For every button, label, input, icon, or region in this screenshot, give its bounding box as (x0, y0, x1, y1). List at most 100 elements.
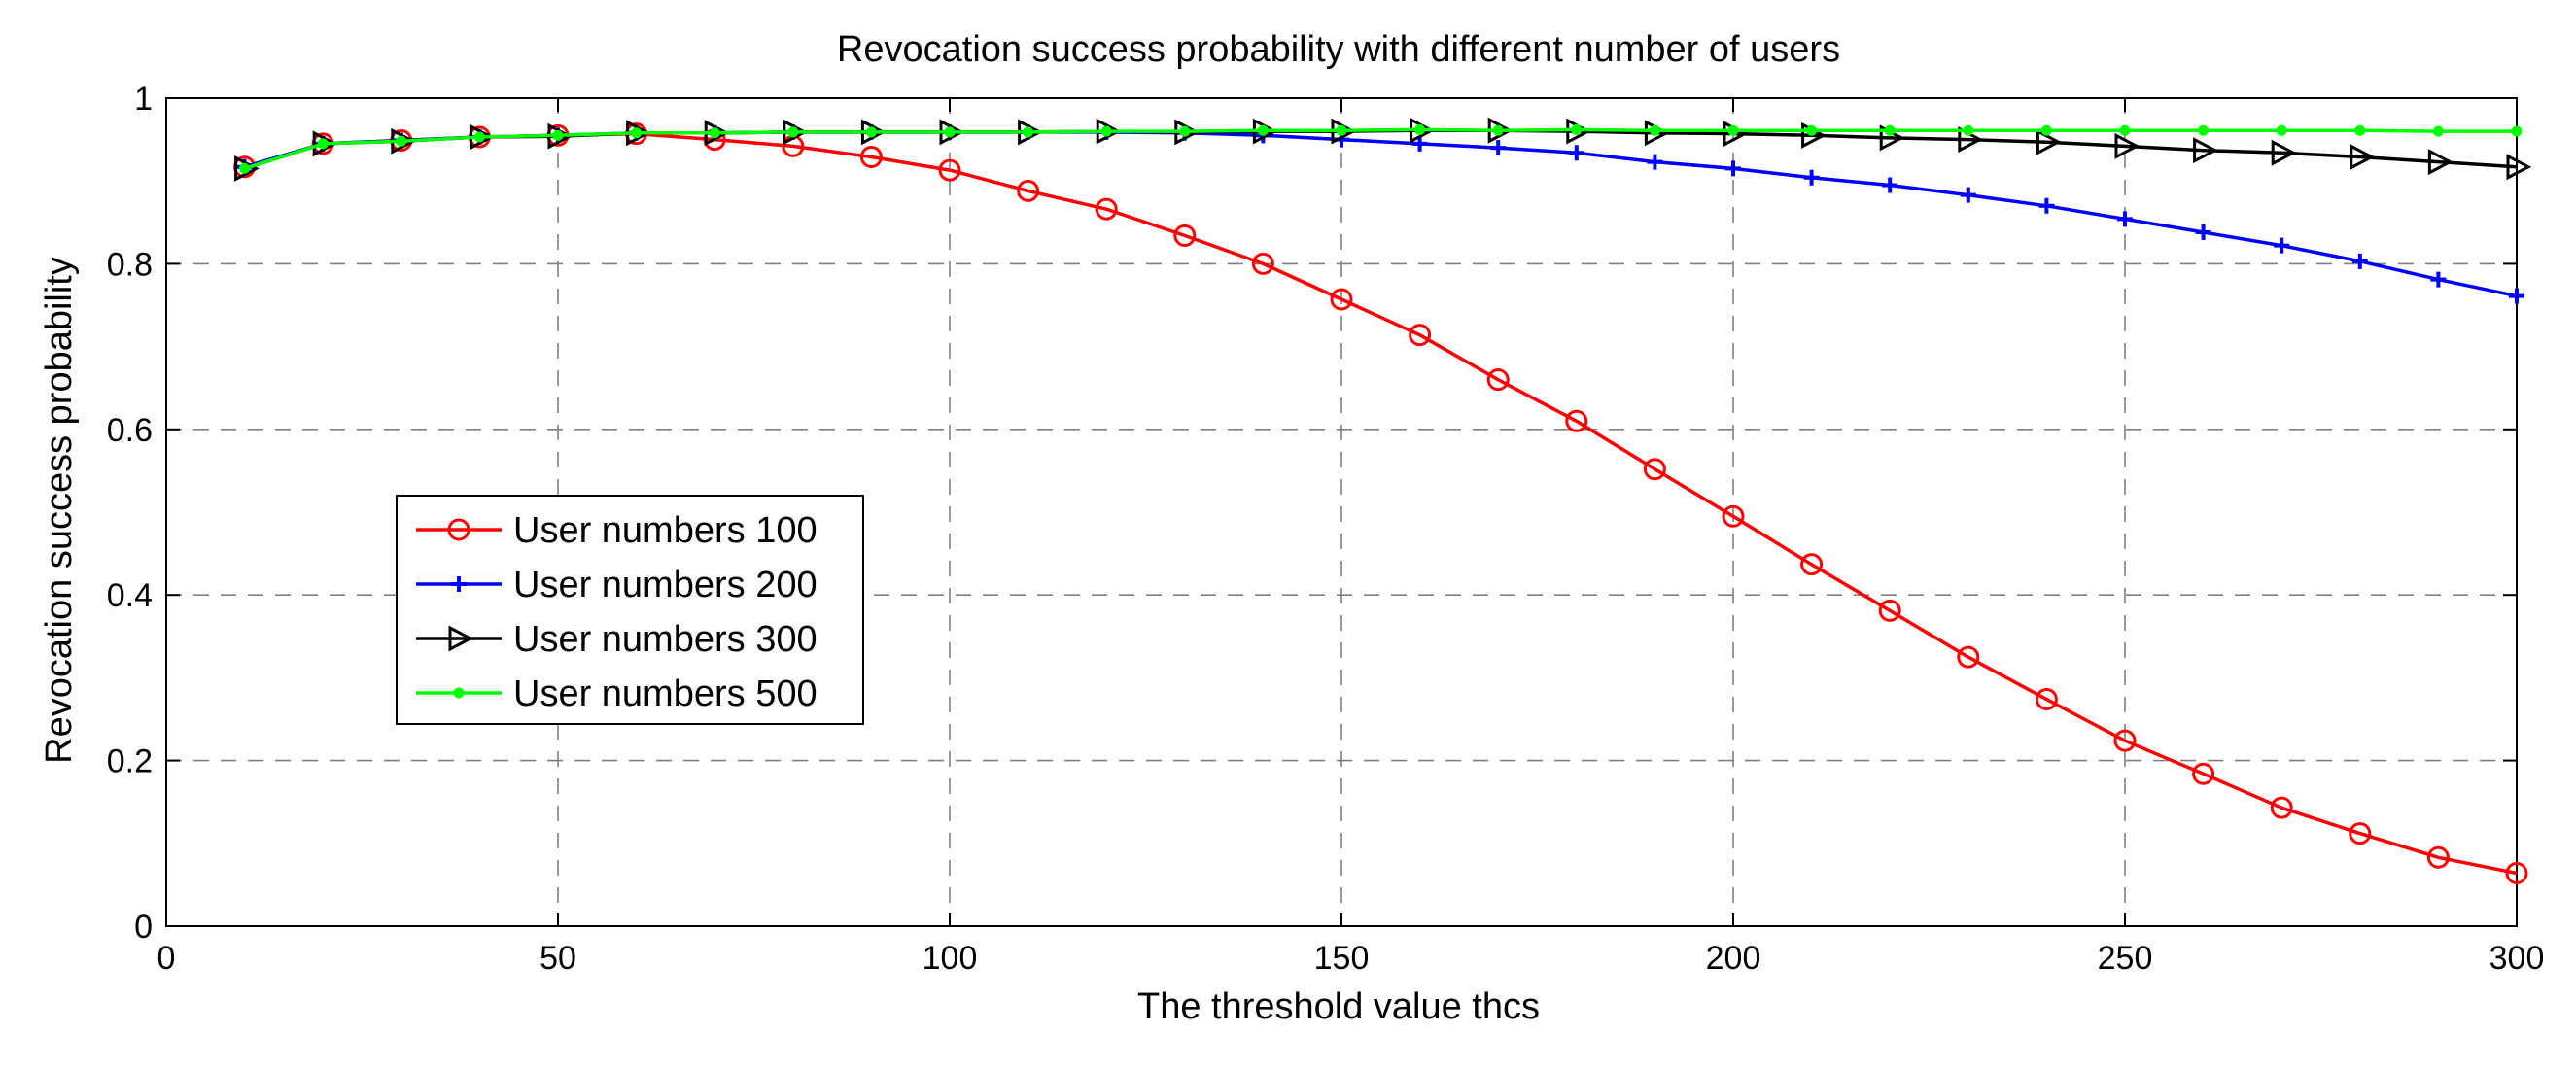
data-point (312, 130, 338, 157)
data-point (1257, 124, 1269, 136)
legend-label: User numbers 500 (513, 673, 818, 714)
data-point (1571, 123, 1583, 135)
y-tick-label: 0 (134, 909, 153, 946)
legend-item: User numbers 300 (416, 619, 818, 660)
data-point (944, 126, 956, 138)
data-point (2192, 762, 2215, 785)
data-point (2506, 154, 2532, 181)
data-point (1095, 197, 1118, 221)
data-point (1565, 409, 1588, 432)
data-point (2427, 149, 2454, 176)
data-point (2426, 845, 2450, 869)
data-point (1722, 504, 1745, 528)
x-tick-label: 0 (157, 940, 176, 977)
legend-item: User numbers 500 (416, 673, 818, 714)
data-point (2430, 271, 2447, 288)
data-point (1251, 252, 1274, 275)
x-tick-label: 50 (540, 940, 576, 977)
y-tick-label: 0.6 (107, 412, 153, 449)
data-point (1806, 124, 1818, 136)
y-tick-label: 0.2 (107, 743, 153, 780)
data-point (2271, 139, 2297, 166)
data-point (1336, 124, 1347, 136)
legend-marker (453, 687, 465, 699)
series-group (239, 123, 2523, 174)
data-point (631, 127, 643, 139)
data-point (1492, 124, 1504, 136)
data-point (2509, 288, 2524, 304)
data-point (2270, 796, 2293, 819)
data-point (2198, 124, 2210, 136)
data-point (1414, 123, 1426, 135)
x-tick-label: 100 (922, 940, 978, 977)
data-point (1727, 124, 1739, 136)
data-point (787, 126, 799, 138)
legend-item: User numbers 200 (416, 565, 818, 605)
x-tick-label: 300 (2489, 940, 2545, 977)
data-point (1486, 368, 1510, 392)
data-point (2350, 144, 2376, 170)
y-tick-label: 0.4 (107, 577, 153, 614)
data-point (1173, 224, 1197, 247)
data-point (1647, 154, 1663, 170)
data-point (1884, 124, 1896, 136)
legend-item: User numbers 100 (416, 510, 818, 551)
data-point (2193, 137, 2218, 164)
data-point (396, 135, 407, 147)
data-point (1023, 126, 1034, 138)
data-point (1490, 140, 1507, 156)
x-axis-label: The threshold value thcs (1137, 986, 1540, 1027)
data-point (859, 145, 883, 168)
data-point (1330, 288, 1353, 311)
legend-box (396, 495, 864, 725)
data-point (234, 155, 260, 182)
y-tick-label: 0.8 (107, 246, 153, 283)
data-point (317, 138, 329, 150)
legend-label: User numbers 200 (513, 565, 818, 605)
data-point (2038, 197, 2055, 214)
data-point (2040, 124, 2052, 136)
data-point (2114, 132, 2141, 159)
legend-label: User numbers 100 (513, 510, 818, 551)
data-point (2035, 688, 2058, 711)
data-point (2117, 211, 2133, 227)
data-point (2276, 124, 2287, 136)
data-point (2351, 253, 2368, 269)
data-point (1882, 177, 1898, 193)
data-point (1568, 145, 1584, 161)
data-point (1803, 169, 1820, 186)
data-point (1411, 135, 1428, 152)
x-tick-label: 250 (2098, 940, 2153, 977)
y-tick-label: 1 (134, 81, 153, 118)
data-point (709, 127, 720, 139)
data-point (1725, 160, 1741, 177)
axis-ticks: 0 50 100 150 200 250 300 0 0.2 0.4 0.6 0.8 1 (107, 81, 2545, 977)
data-point (473, 131, 485, 143)
data-point (1643, 458, 1666, 481)
legend-marker (448, 625, 474, 652)
data-point (2432, 125, 2444, 137)
data-point (1800, 553, 1824, 576)
data-point (2195, 224, 2211, 241)
data-point (1960, 187, 1976, 203)
x-tick-label: 200 (1706, 940, 1761, 977)
data-point (2113, 729, 2137, 752)
data-point (1100, 125, 1112, 137)
data-point (2354, 124, 2366, 136)
data-point (2511, 125, 2523, 137)
chart-title: Revocation success probability with diff… (837, 29, 1840, 70)
x-tick-label: 150 (1314, 940, 1370, 977)
data-point (2119, 124, 2131, 136)
data-point (239, 162, 251, 174)
data-point (1649, 124, 1660, 136)
data-point (1409, 324, 1432, 347)
data-point (1957, 645, 1980, 669)
data-point (2274, 237, 2290, 254)
data-point (2036, 128, 2062, 155)
data-point (1179, 125, 1191, 137)
data-point (2349, 822, 2372, 845)
data-point (865, 126, 877, 138)
y-axis-label: Revocation success probability (39, 257, 80, 764)
